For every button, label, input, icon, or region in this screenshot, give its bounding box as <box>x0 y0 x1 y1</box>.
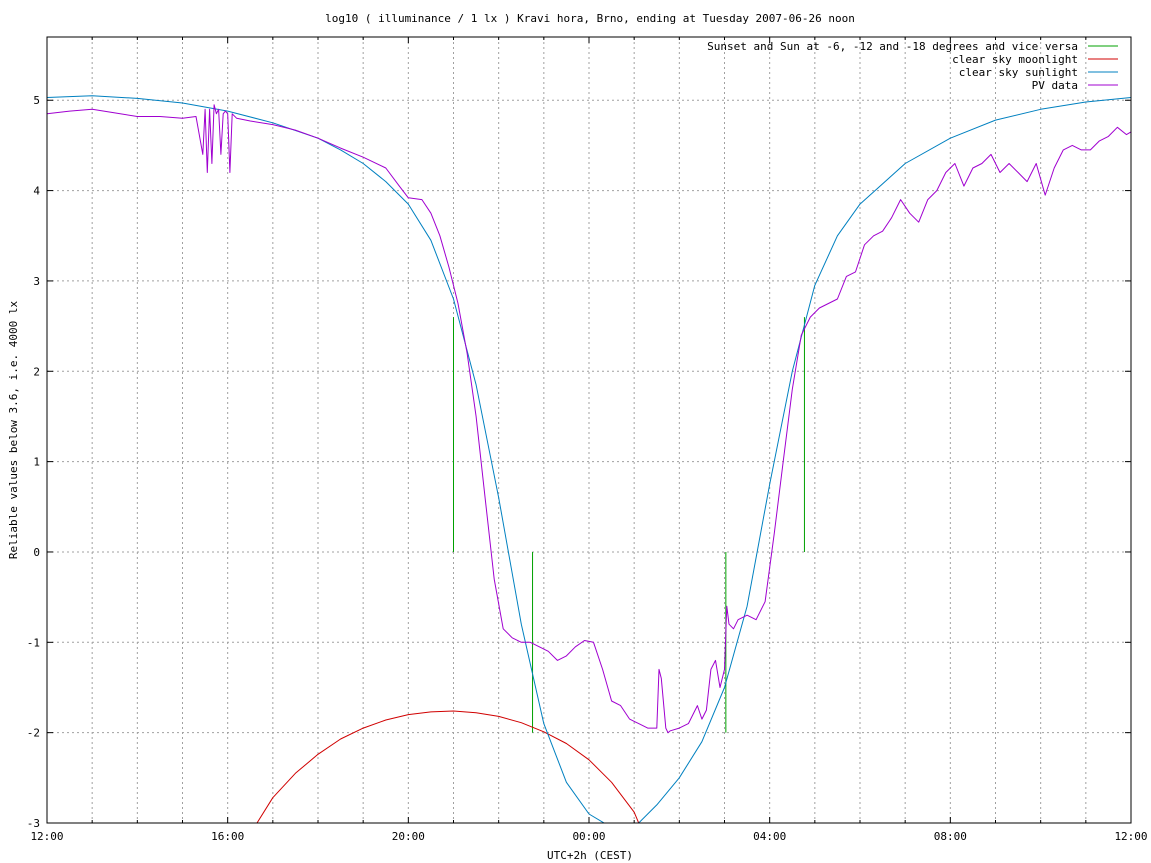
x-tick-label: 12:00 <box>1114 830 1147 843</box>
legend-label: Sunset and Sun at -6, -12 and -18 degree… <box>707 40 1078 53</box>
grid-layer <box>47 37 1131 823</box>
x-tick-label: 20:00 <box>392 830 425 843</box>
series-3 <box>47 104 1131 734</box>
y-tick-label: 4 <box>33 185 40 198</box>
y-tick-label: 0 <box>33 546 40 559</box>
x-tick-label: 00:00 <box>572 830 605 843</box>
series-0 <box>453 317 805 733</box>
y-tick-label: 5 <box>33 94 40 107</box>
y-tick-label: -1 <box>27 636 40 649</box>
series-line <box>47 104 1131 734</box>
chart-title: log10 ( illuminance / 1 lx ) Kravi hora,… <box>325 12 855 25</box>
series-1 <box>256 710 640 823</box>
y-tick-label: -3 <box>27 817 40 830</box>
legend-label: clear sky moonlight <box>952 53 1078 66</box>
plot-frame <box>46 36 1132 824</box>
y-axis-label: Reliable values below 3.6, i.e. 4000 lx <box>7 300 20 559</box>
y-tick-label: 3 <box>33 275 40 288</box>
x-tick-label: 08:00 <box>934 830 967 843</box>
y-tick-label: 1 <box>33 456 40 469</box>
y-tick-label: -2 <box>27 727 40 740</box>
x-axis-label: UTC+2h (CEST) <box>547 849 633 862</box>
legend-label: PV data <box>1032 79 1078 92</box>
series-layer <box>47 95 1131 823</box>
x-tick-label: 16:00 <box>211 830 244 843</box>
y-tick-label: 2 <box>33 365 40 378</box>
x-tick-label: 12:00 <box>30 830 63 843</box>
series-line <box>256 710 640 823</box>
x-tick-label: 04:00 <box>753 830 786 843</box>
legend-label: clear sky sunlight <box>959 66 1078 79</box>
legend: Sunset and Sun at -6, -12 and -18 degree… <box>707 40 1118 92</box>
